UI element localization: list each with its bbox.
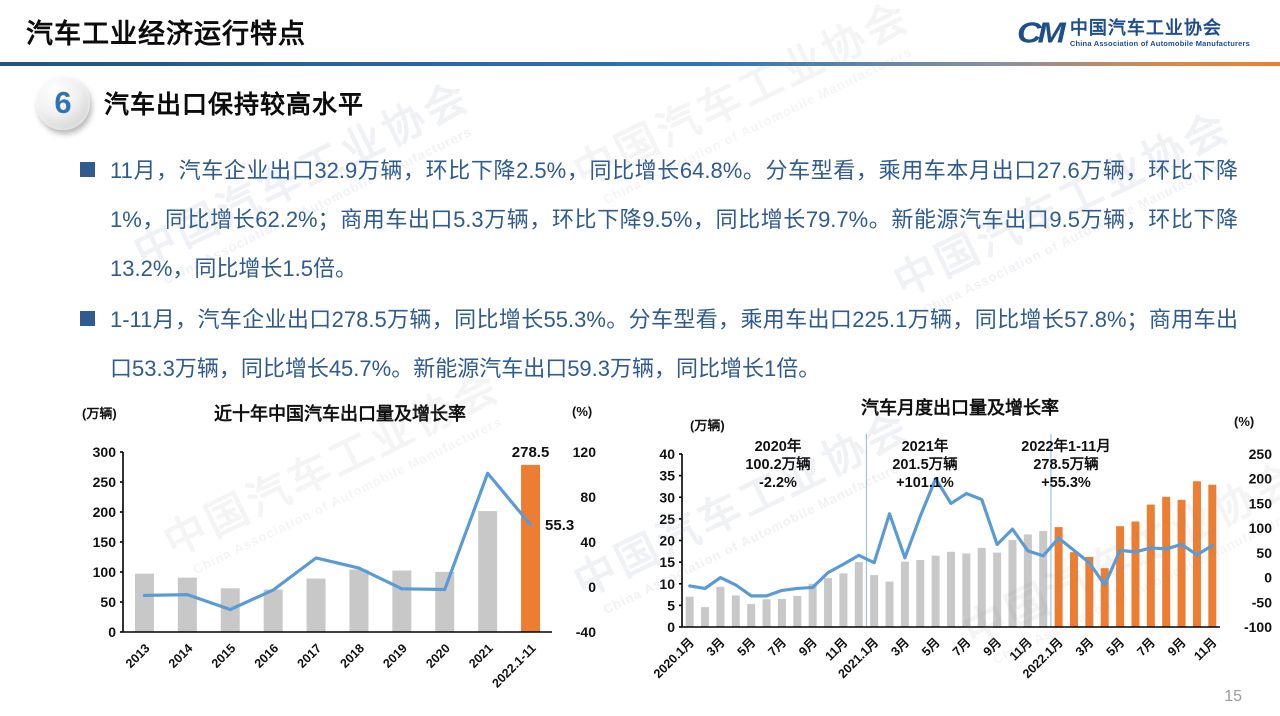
svg-text:3月: 3月 [704, 635, 728, 659]
svg-text:250: 250 [93, 474, 117, 490]
bullet-text-2: 1-11月，汽车企业出口278.5万辆，同比增长55.3%。分车型看，乘用车出口… [110, 307, 1238, 381]
svg-text:278.5: 278.5 [512, 444, 550, 461]
bullet-square-icon [80, 311, 95, 326]
svg-text:7月: 7月 [950, 635, 974, 659]
cama-logo: CM 中国汽车工业协会 China Association of Automob… [1017, 16, 1250, 50]
svg-text:40: 40 [580, 534, 596, 550]
svg-text:35: 35 [659, 468, 675, 484]
header-divider [0, 62, 1280, 66]
chart-monthly-exports: (万辆) (%) 汽车月度出口量及增长率 0 5 10 15 20 25 30 35 40 -100 -5… [651, 397, 1273, 681]
svg-text:2018: 2018 [338, 641, 368, 671]
svg-text:278.5万辆: 278.5万辆 [1033, 455, 1099, 473]
svg-text:2019: 2019 [380, 641, 410, 671]
section-heading-row: 6 汽车出口保持较高水平 [36, 76, 364, 130]
svg-text:50: 50 [100, 594, 116, 610]
svg-text:55.3: 55.3 [545, 517, 574, 534]
svg-text:(%): (%) [572, 404, 592, 419]
svg-text:2016: 2016 [252, 641, 282, 671]
svg-text:3月: 3月 [888, 635, 912, 659]
svg-text:近十年中国汽车出口量及增长率: 近十年中国汽车出口量及增长率 [214, 403, 466, 424]
svg-text:-2.2%: -2.2% [759, 475, 797, 491]
svg-text:2021年: 2021年 [902, 437, 949, 455]
svg-text:0: 0 [588, 579, 596, 595]
svg-text:2021: 2021 [466, 641, 496, 671]
svg-text:200: 200 [1249, 471, 1273, 487]
svg-text:(万辆): (万辆) [82, 406, 117, 421]
svg-text:200: 200 [93, 504, 117, 520]
svg-text:0: 0 [667, 619, 675, 635]
svg-text:5月: 5月 [919, 635, 943, 659]
svg-text:2015: 2015 [209, 641, 239, 671]
svg-text:-50: -50 [1252, 594, 1272, 610]
svg-text:2017: 2017 [295, 641, 325, 671]
bullet-item-2: 1-11月，汽车企业出口278.5万辆，同比增长55.3%。分车型看，乘用车出口… [80, 295, 1238, 393]
svg-text:11月: 11月 [1191, 635, 1219, 663]
svg-text:+55.3%: +55.3% [1041, 475, 1091, 491]
svg-text:15: 15 [659, 554, 675, 570]
bullet-item-1: 11月，汽车企业出口32.9万辆，环比下降2.5%，同比增长64.8%。分车型看… [80, 146, 1238, 293]
svg-text:7月: 7月 [1134, 635, 1158, 659]
cama-logo-icon: CM [1016, 16, 1066, 50]
svg-text:201.5万辆: 201.5万辆 [892, 455, 958, 473]
svg-text:2020.1月: 2020.1月 [651, 635, 697, 681]
svg-text:150: 150 [93, 534, 117, 550]
bullet-text-1: 11月，汽车企业出口32.9万辆，环比下降2.5%，同比增长64.8%。分车型看… [110, 158, 1238, 281]
section-number: 6 [54, 85, 72, 120]
svg-text:汽车月度出口量及增长率: 汽车月度出口量及增长率 [861, 397, 1059, 418]
svg-text:-40: -40 [576, 624, 596, 640]
page-title: 汽车工业经济运行特点 [26, 19, 306, 49]
svg-text:-100: -100 [1244, 619, 1272, 635]
svg-text:100: 100 [1249, 520, 1273, 536]
svg-text:9月: 9月 [981, 635, 1005, 659]
svg-text:2022年1-11月: 2022年1-11月 [1021, 437, 1110, 455]
svg-text:120: 120 [573, 444, 597, 460]
svg-text:2022.1-11: 2022.1-11 [489, 641, 538, 690]
section-title: 汽车出口保持较高水平 [104, 91, 365, 119]
svg-text:100: 100 [93, 564, 117, 580]
svg-text:(%): (%) [1234, 414, 1254, 429]
svg-text:10: 10 [659, 576, 675, 592]
svg-text:+101.1%: +101.1% [896, 475, 954, 491]
svg-text:40: 40 [659, 446, 675, 462]
svg-text:25: 25 [659, 511, 675, 527]
svg-text:2014: 2014 [166, 641, 196, 671]
svg-text:0: 0 [1264, 570, 1272, 586]
page-number: 15 [1224, 688, 1242, 705]
svg-text:7月: 7月 [765, 635, 789, 659]
chart-decade-exports: (万辆) (%) 近十年中国汽车出口量及增长率 0 50 100 150 200 250 300 -… [82, 403, 597, 690]
svg-text:2020年: 2020年 [755, 437, 802, 455]
svg-text:50: 50 [1256, 545, 1272, 561]
svg-text:300: 300 [93, 444, 117, 460]
svg-text:2013: 2013 [123, 641, 153, 671]
svg-text:(万辆): (万辆) [690, 418, 725, 433]
section-number-badge: 6 [36, 76, 90, 130]
bullet-list: 11月，汽车企业出口32.9万辆，环比下降2.5%，同比增长64.8%。分车型看… [80, 146, 1238, 395]
logo-name-en: China Association of Automobile Manufact… [1069, 39, 1250, 49]
svg-text:30: 30 [659, 489, 675, 505]
logo-name-cn: 中国汽车工业协会 [1069, 17, 1222, 38]
svg-text:80: 80 [580, 489, 596, 505]
bullet-square-icon [80, 162, 95, 177]
svg-text:5: 5 [667, 597, 675, 613]
svg-text:9月: 9月 [1165, 635, 1189, 659]
svg-text:20: 20 [659, 533, 675, 549]
cama-logo-text: 中国汽车工业协会 China Association of Automobile… [1070, 18, 1250, 49]
svg-text:5月: 5月 [735, 635, 759, 659]
svg-text:0: 0 [108, 624, 116, 640]
svg-text:150: 150 [1249, 495, 1273, 511]
svg-text:2020: 2020 [423, 641, 453, 671]
svg-text:3月: 3月 [1073, 635, 1097, 659]
svg-text:250: 250 [1249, 446, 1273, 462]
svg-text:100.2万辆: 100.2万辆 [745, 455, 811, 473]
svg-text:5月: 5月 [1104, 635, 1128, 659]
svg-text:9月: 9月 [796, 635, 820, 659]
